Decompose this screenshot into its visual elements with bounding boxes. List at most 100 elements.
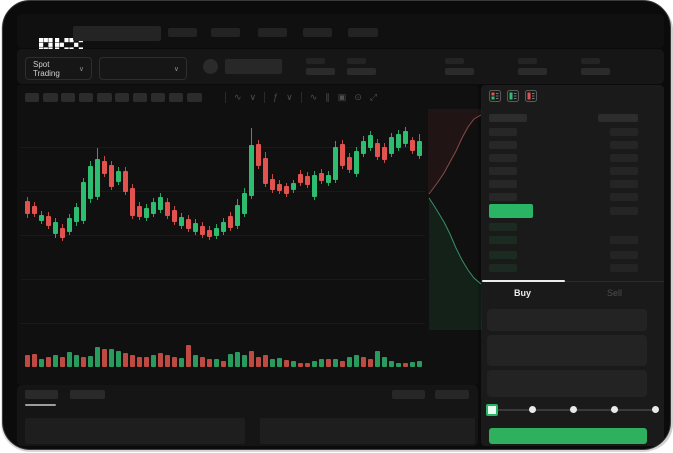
candle-body xyxy=(158,197,163,210)
candle-body xyxy=(74,207,79,222)
candle-body xyxy=(25,201,30,214)
logo-adjacent-placeholder xyxy=(73,26,161,41)
slider-handle[interactable] xyxy=(486,404,498,416)
orderbook-ask-amount-placeholder[interactable] xyxy=(610,154,638,162)
orderbook-ask-amount-placeholder[interactable] xyxy=(610,141,638,149)
orderbook-bid-amount-placeholder[interactable] xyxy=(610,236,638,244)
volume-bar xyxy=(172,357,177,367)
last-price-bar[interactable] xyxy=(489,204,533,218)
orderbook-ask-amount-placeholder[interactable] xyxy=(610,193,638,201)
orderbook-bid-price-placeholder[interactable] xyxy=(489,251,517,259)
volume-bar xyxy=(249,351,254,367)
volume-bar xyxy=(242,355,247,367)
toolbar-separator xyxy=(300,91,302,103)
ticker-stat-label-placeholder xyxy=(347,58,366,64)
slider-stop[interactable] xyxy=(529,406,536,413)
timeframe-pill-placeholder[interactable] xyxy=(133,93,147,102)
orderbook-ask-amount-placeholder[interactable] xyxy=(610,180,638,188)
candle-body xyxy=(256,144,261,166)
orderbook-bid-price-placeholder[interactable] xyxy=(489,236,517,244)
chart-gridline xyxy=(21,191,425,192)
bids-book-view-icon[interactable] xyxy=(507,90,519,102)
timeframe-pill-placeholder[interactable] xyxy=(97,93,112,102)
volume-bar xyxy=(382,357,387,367)
candle-body xyxy=(88,166,93,199)
candle-body xyxy=(382,147,387,160)
orderbook-ask-price-placeholder[interactable] xyxy=(489,193,517,201)
volume-bar xyxy=(298,363,303,367)
volume-bar xyxy=(333,359,338,367)
candle-body xyxy=(403,131,408,144)
orderbook-header-placeholder xyxy=(598,114,638,122)
candle-body xyxy=(347,157,352,170)
nav-item-placeholder[interactable] xyxy=(168,28,197,37)
orderbook-ask-price-placeholder[interactable] xyxy=(489,167,517,175)
bottom-tab-placeholder[interactable] xyxy=(70,390,105,399)
bottom-tab-placeholder[interactable] xyxy=(25,390,58,399)
orderbook-ask-amount-placeholder[interactable] xyxy=(610,128,638,136)
slider-stop[interactable] xyxy=(611,406,618,413)
screenshot-icon[interactable]: ▣ xyxy=(337,92,347,102)
asks-book-view-icon[interactable] xyxy=(525,90,537,102)
timeframe-pill-placeholder[interactable] xyxy=(187,93,202,102)
nav-item-placeholder[interactable] xyxy=(303,28,332,37)
orderbook-amount-placeholder[interactable] xyxy=(610,207,638,215)
volume-bar xyxy=(305,363,310,367)
volume-bar xyxy=(74,355,79,367)
volume-bar xyxy=(130,355,135,367)
volume-bar xyxy=(263,355,268,367)
pair-selector-dropdown[interactable]: ∨ xyxy=(99,57,187,80)
market-type-label: Spot Trading xyxy=(33,59,60,78)
volume-bar xyxy=(81,357,86,367)
slider-stop[interactable] xyxy=(652,406,659,413)
candle-body xyxy=(417,141,422,156)
orderbook-bid-amount-placeholder[interactable] xyxy=(610,264,638,272)
timeframe-pill-placeholder[interactable] xyxy=(43,93,58,102)
volume-bar xyxy=(25,355,30,367)
orderbook-bid-price-placeholder[interactable] xyxy=(489,264,517,272)
candle-body xyxy=(130,188,135,216)
orderbook-ask-price-placeholder[interactable] xyxy=(489,154,517,162)
candle-body xyxy=(361,141,366,154)
candle-body xyxy=(305,176,310,185)
chevron-down-icon[interactable]: ∨ xyxy=(249,92,257,102)
indicators-icon[interactable]: ƒ xyxy=(273,92,279,102)
buy-submit-button[interactable] xyxy=(489,428,647,444)
nav-item-placeholder[interactable] xyxy=(211,28,240,37)
timeframe-pill-placeholder[interactable] xyxy=(61,93,75,102)
timeframe-pill-placeholder[interactable] xyxy=(151,93,165,102)
nav-item-placeholder[interactable] xyxy=(258,28,287,37)
timeframe-pill-placeholder[interactable] xyxy=(115,93,129,102)
orderbook-bid-price-placeholder[interactable] xyxy=(489,223,517,231)
timeframe-pill-placeholder[interactable] xyxy=(169,93,183,102)
candle-style-icon[interactable]: ∿ xyxy=(234,92,242,102)
orderbook-ask-price-placeholder[interactable] xyxy=(489,180,517,188)
bottom-action-placeholder[interactable] xyxy=(392,390,425,399)
volume-bar xyxy=(214,359,219,367)
fullscreen-icon[interactable]: ⤢ xyxy=(369,92,378,102)
timeframe-pill-placeholder[interactable] xyxy=(25,93,39,102)
drawing-tools-icon[interactable]: ∥ xyxy=(325,92,330,102)
chart-settings-icon[interactable]: ⊙ xyxy=(354,92,362,102)
line-tool-icon[interactable]: ∿ xyxy=(309,92,318,102)
order-form-field-placeholder[interactable] xyxy=(487,335,647,366)
slider-stop[interactable] xyxy=(570,406,577,413)
market-type-dropdown[interactable]: Spot Trading ∨ xyxy=(25,57,92,80)
candle-body xyxy=(200,226,205,235)
timeframe-pill-placeholder[interactable] xyxy=(79,93,93,102)
orderbook-bid-amount-placeholder[interactable] xyxy=(610,251,638,259)
orderbook-ask-amount-placeholder[interactable] xyxy=(610,167,638,175)
bottom-action-placeholder[interactable] xyxy=(435,390,469,399)
nav-item-placeholder[interactable] xyxy=(348,28,378,37)
tab-sell[interactable]: Sell xyxy=(606,288,622,298)
combined-book-view-icon[interactable] xyxy=(489,90,501,102)
ticker-stat-label-placeholder xyxy=(518,58,537,64)
order-form-field-placeholder[interactable] xyxy=(487,309,647,331)
orderbook-ask-price-placeholder[interactable] xyxy=(489,128,517,136)
volume-bar xyxy=(319,359,324,367)
chevron-down-icon[interactable]: ∨ xyxy=(286,92,293,102)
tab-buy[interactable]: Buy xyxy=(513,288,531,298)
volume-bar xyxy=(270,359,275,367)
orderbook-ask-price-placeholder[interactable] xyxy=(489,141,517,149)
order-form-field-placeholder[interactable] xyxy=(487,370,647,397)
